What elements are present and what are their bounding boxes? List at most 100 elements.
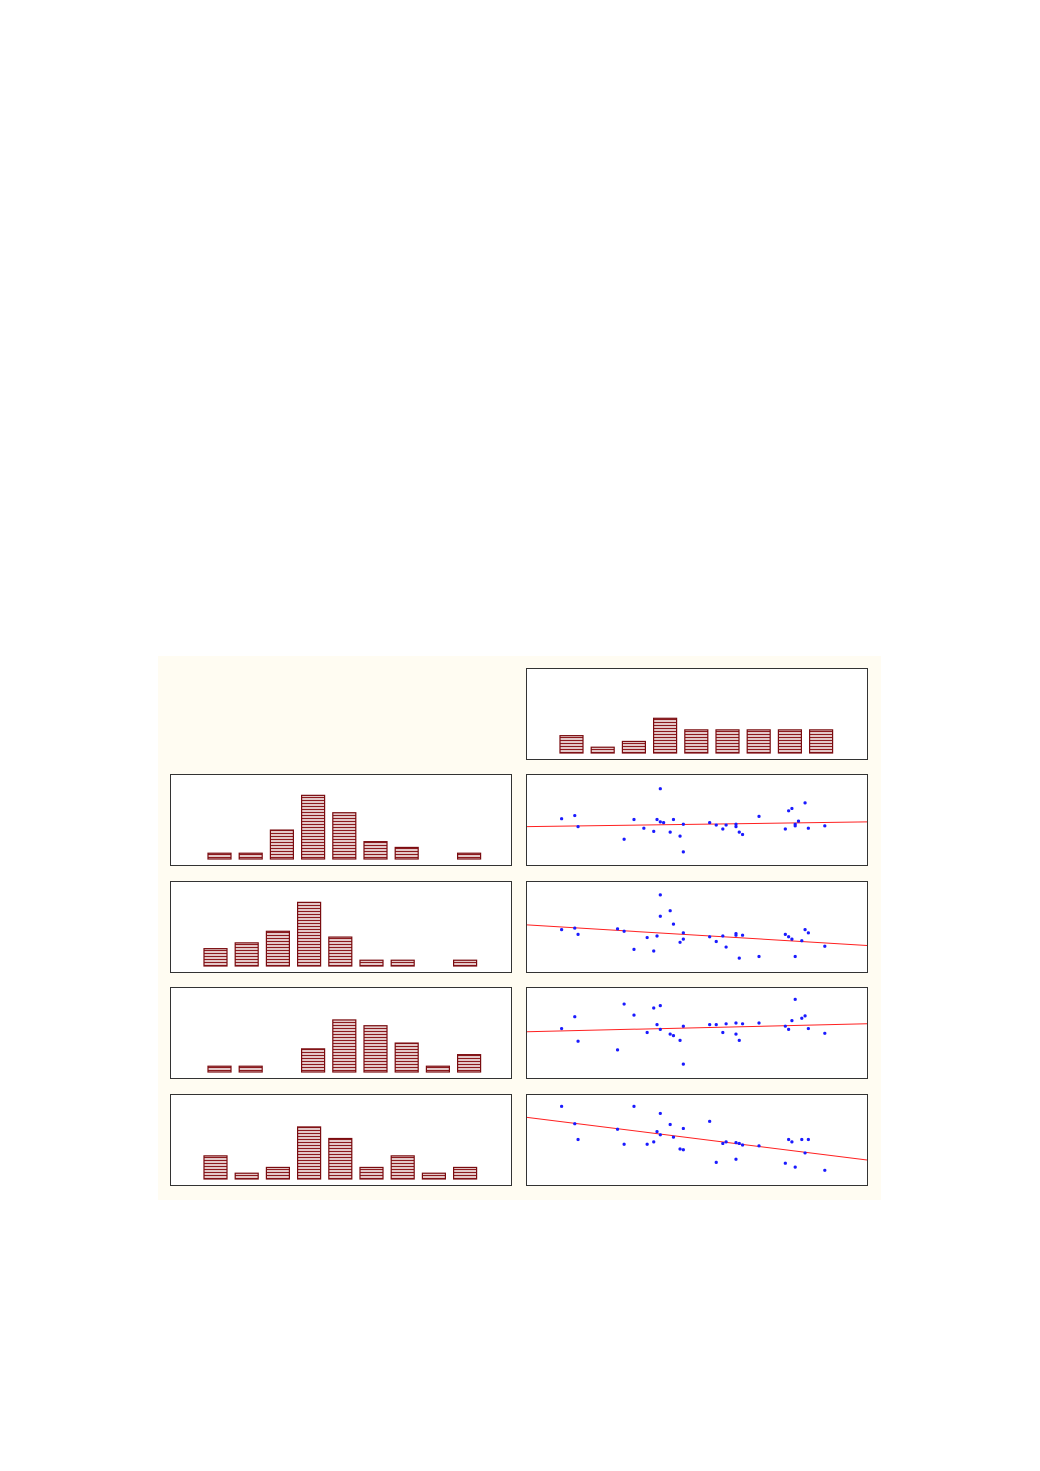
histogram-panel-row1 (170, 774, 512, 866)
scatter-point (668, 830, 672, 834)
histogram-bar (363, 841, 388, 860)
scatter-point (658, 914, 662, 918)
scatter-point (823, 1168, 827, 1172)
scatter-point (800, 939, 804, 943)
scatter-point (757, 1021, 761, 1025)
histogram-bar (269, 829, 295, 860)
scatter-point (708, 1119, 712, 1123)
scatter-point (803, 801, 807, 805)
scatter-point (783, 1161, 787, 1165)
histogram-bar (684, 729, 709, 754)
scatter-point (655, 817, 659, 822)
histogram-bar (808, 729, 834, 754)
scatter-point (678, 834, 682, 838)
histogram-bar (559, 735, 584, 754)
scatter-point (652, 949, 656, 953)
histogram-bar (421, 1172, 446, 1180)
scatter-point (658, 820, 662, 824)
scatter-point (800, 1016, 804, 1020)
scatter-point (724, 945, 728, 949)
histogram-bar (621, 740, 646, 754)
histogram-bar (301, 1048, 326, 1073)
histogram-bar (394, 846, 419, 860)
scatter-point (560, 1104, 564, 1108)
scatter-panel-row3 (526, 987, 868, 1079)
scatter-point (632, 947, 636, 952)
histogram-bar (328, 936, 353, 967)
scatter-point (708, 821, 712, 825)
scatter-point (787, 1137, 791, 1142)
scatter-panel-row4-frame (526, 1094, 868, 1186)
scatter-point (806, 931, 810, 935)
scatter-point (787, 1027, 791, 1031)
scatter-point (622, 837, 626, 841)
histogram-bar (207, 852, 232, 860)
scatter-point (671, 922, 676, 926)
scatter-point (671, 1135, 676, 1139)
scatter-point (793, 997, 797, 1001)
scatter-point (576, 1137, 580, 1142)
histogram-bar (390, 1155, 415, 1180)
scatter-point (734, 825, 738, 829)
histogram-bar (394, 1042, 419, 1073)
scatter-point (681, 937, 685, 941)
histogram-bar (297, 1126, 322, 1180)
histogram-bar (715, 729, 740, 754)
scatter-point (714, 1160, 718, 1165)
regression-line (526, 821, 868, 828)
histogram-bar (332, 812, 357, 860)
scatter-point (678, 1147, 682, 1151)
scatter-point (615, 927, 620, 931)
scatter-point (793, 1165, 797, 1169)
scatter-point (823, 1031, 827, 1035)
scatter-point (668, 1032, 672, 1036)
scatter-point (678, 1038, 682, 1042)
histogram-bar (359, 959, 384, 967)
scatter-point (737, 1038, 741, 1042)
scatter-point (790, 937, 794, 941)
scatter-point (787, 935, 791, 939)
scatter-point (632, 1013, 636, 1017)
scatter-point (652, 1140, 656, 1144)
scatter-point (783, 827, 787, 831)
histogram-bar (234, 1172, 259, 1180)
histogram-bar (265, 1166, 291, 1180)
chart-figure (158, 656, 881, 1200)
histogram-bar (363, 1025, 388, 1073)
scatter-point (576, 825, 580, 829)
histogram-panel-row2 (170, 881, 512, 973)
histogram-bar (359, 1166, 384, 1180)
regression-line (526, 1116, 868, 1161)
scatter-point (734, 1032, 738, 1036)
histogram-panel-top (526, 668, 868, 760)
scatter-point (757, 1144, 761, 1148)
scatter-point (658, 1133, 662, 1137)
scatter-point (671, 817, 676, 822)
scatter-panel-row2-frame (526, 881, 868, 973)
scatter-point (658, 1111, 662, 1116)
scatter-point (658, 1027, 662, 1031)
scatter-point (655, 934, 659, 938)
scatter-point (681, 822, 685, 826)
scatter-point (632, 1104, 636, 1108)
figure (158, 656, 881, 1200)
histogram-bar (746, 729, 771, 754)
regression-line (526, 1023, 868, 1033)
histogram-bar (203, 948, 228, 967)
scatter-point (757, 814, 761, 818)
scatter-point (645, 1030, 649, 1035)
scatter-point (757, 954, 761, 959)
scatter-point (642, 826, 646, 830)
scatter-point (576, 932, 580, 936)
histogram-bar (453, 1166, 478, 1180)
scatter-point (737, 830, 741, 834)
histogram-bar (457, 1054, 482, 1073)
histogram-bar (653, 717, 678, 754)
scatter-point (573, 926, 577, 930)
histogram-bar (234, 942, 259, 967)
scatter-point (806, 826, 810, 830)
histogram-bar (265, 930, 291, 967)
scatter-panel-row4 (526, 1094, 868, 1186)
scatter-point (622, 1142, 626, 1146)
histogram-bar (238, 852, 263, 860)
